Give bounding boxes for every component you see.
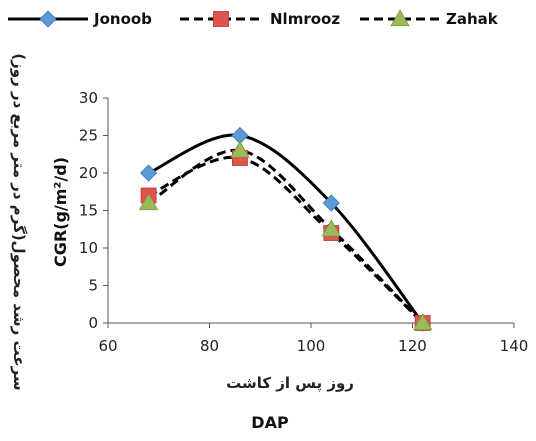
x-tick-label: 140 xyxy=(500,337,529,355)
x-tick-label: 120 xyxy=(398,337,427,355)
x-tick-label: 100 xyxy=(297,337,326,355)
legend-marker-nlmrooz xyxy=(213,11,229,27)
legend-label-nlmrooz: Nlmrooz xyxy=(270,10,340,28)
data-point-zahak xyxy=(321,219,341,237)
y-tick-label: 25 xyxy=(79,127,98,145)
data-point-zahak xyxy=(138,193,159,211)
y-tick-label: 0 xyxy=(88,314,98,332)
y-tick-label: 15 xyxy=(79,202,98,220)
series-line-jonoob xyxy=(147,133,424,324)
series-lines xyxy=(147,133,424,325)
legend-label-jonoob: Jonoob xyxy=(93,10,152,28)
series-markers xyxy=(138,126,433,332)
x-tick-label: 60 xyxy=(98,337,117,355)
legend: Jonoob Nlmrooz Zahak xyxy=(8,9,499,28)
y-tick-label: 20 xyxy=(79,164,98,182)
x-axis-title-persian: روز پس از کاشت xyxy=(226,374,354,393)
axes xyxy=(107,98,514,324)
y-ticks: 0 5 10 15 20 25 30 xyxy=(79,89,108,332)
y-axis-title-persian: سرعت رشد محصول(گرم در متر مربع در روز) xyxy=(10,53,28,390)
data-point-jonoob xyxy=(140,164,158,182)
x-axis-title: DAP xyxy=(251,413,289,432)
y-tick-label: 10 xyxy=(79,239,98,257)
data-point-zahak xyxy=(412,313,433,331)
x-tick-label: 80 xyxy=(200,337,219,355)
legend-marker-zahak xyxy=(390,9,410,27)
series-line-zahak xyxy=(147,148,424,325)
legend-marker-jonoob xyxy=(39,10,57,28)
legend-label-zahak: Zahak xyxy=(446,10,499,28)
data-point-jonoob xyxy=(322,194,340,212)
series-line-nlmrooz xyxy=(147,155,424,325)
x-ticks: 60 80 100 120 140 xyxy=(98,323,528,355)
y-tick-label: 30 xyxy=(79,89,98,107)
data-point-zahak xyxy=(230,140,250,158)
y-axis-title: CGR(g/m²/d) xyxy=(51,157,70,267)
y-tick-label: 5 xyxy=(88,277,98,295)
